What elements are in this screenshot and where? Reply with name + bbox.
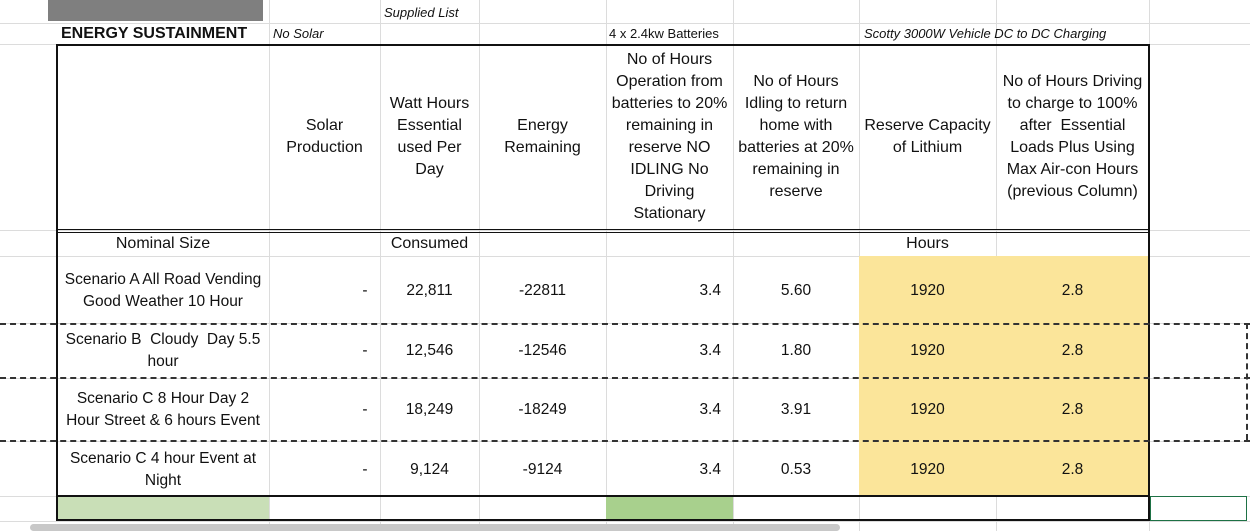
operation-value: 3.4 (699, 342, 721, 359)
header-solar: Solar Production (286, 117, 363, 156)
energy-value: -18249 (518, 401, 567, 418)
reserve-value: 1920 (910, 401, 945, 418)
operation-value: 3.4 (699, 281, 721, 299)
dashed-line-1 (0, 323, 1250, 325)
header-hours-idling: No of Hours Idling to return home with b… (738, 73, 854, 200)
header-divider (56, 229, 1150, 233)
idle-value: 1.80 (780, 342, 812, 359)
reserve-highlight (859, 256, 1149, 496)
solar-value: - (362, 401, 368, 418)
watt-value: 22,811 (406, 281, 453, 299)
watt-value: 18,249 (405, 401, 454, 418)
bottom-divider (56, 495, 1150, 497)
solar-value: - (362, 460, 368, 478)
no-solar-label: No Solar (273, 26, 324, 41)
batteries-label: 4 x 2.4kw Batteries (609, 26, 719, 41)
solar-value: - (362, 342, 368, 359)
watt-value: 12,546 (405, 342, 454, 359)
drive-value: 2.8 (1061, 401, 1084, 418)
subheader-nominal: Nominal Size (115, 235, 211, 252)
dashed-line-3 (0, 440, 1250, 442)
drive-value: 2.8 (1061, 281, 1084, 299)
idle-value: 0.53 (780, 460, 812, 478)
energy-sustainment-title: ENERGY SUSTAINMENT (61, 25, 248, 42)
bottom-green-b (606, 496, 733, 520)
drive-value: 2.8 (1061, 342, 1084, 359)
table-outer-border (56, 44, 1150, 521)
energy-value: -22811 (518, 281, 567, 299)
selected-cell[interactable] (1150, 496, 1247, 521)
reserve-value: 1920 (910, 460, 945, 478)
horizontal-scrollbar[interactable] (30, 524, 840, 531)
scotty-label: Scotty 3000W Vehicle DC to DC Charging (864, 26, 1107, 41)
solar-value: - (362, 281, 368, 299)
dashed-line-right (1246, 323, 1248, 440)
idle-value: 3.91 (780, 401, 812, 418)
energy-value: -9124 (522, 460, 563, 478)
reserve-value: 1920 (910, 342, 945, 359)
header-hours-driving: No of Hours Driving to charge to 100% af… (1002, 73, 1143, 200)
header-gray-block (48, 0, 263, 21)
scenario-name: Scenario B Cloudy Day 5.5 hour (65, 331, 261, 370)
scenario-name: Scenario A All Road Vending Good Weather… (64, 270, 262, 310)
supplied-list-label: Supplied List (384, 5, 459, 20)
header-hours-operation: No of Hours Operation from batteries to … (611, 51, 728, 222)
idle-value: 5.60 (780, 281, 812, 299)
header-energy: Energy Remaining (504, 117, 581, 156)
reserve-value: 1920 (910, 281, 945, 299)
watt-value: 9,124 (410, 460, 449, 478)
subheader-consumed: Consumed (390, 235, 469, 252)
header-reserve: Reserve Capacity of Lithium (864, 117, 991, 156)
operation-value: 3.4 (699, 460, 721, 478)
operation-value: 3.4 (699, 401, 721, 418)
energy-value: -12546 (518, 342, 567, 359)
scenario-name: Scenario C 8 Hour Day 2 Hour Street & 6 … (66, 390, 260, 429)
scenario-name: Scenario C 4 hour Event at Night (69, 449, 257, 489)
drive-value: 2.8 (1061, 460, 1084, 478)
header-watt-hours: Watt Hours Essential used Per Day (389, 95, 470, 178)
bottom-green-a (57, 496, 269, 520)
dashed-line-2 (0, 377, 1250, 379)
subheader-hours: Hours (906, 235, 949, 252)
